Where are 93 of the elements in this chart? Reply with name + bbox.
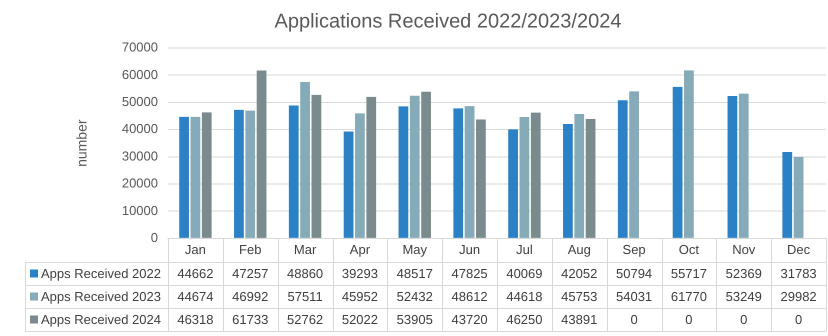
x-tick-label: Apr [350,242,371,257]
bar [530,112,541,238]
x-tick-label: Aug [568,242,591,257]
y-tick-label: 60000 [122,66,158,82]
bar [520,117,530,238]
data-label: 46250 [506,312,542,328]
bar [355,113,365,238]
data-label: 0 [630,312,638,328]
data-label: 39293 [342,266,378,282]
data-label: 48612 [452,289,488,304]
x-tick-label: Jul [516,242,533,257]
data-label: 52022 [342,312,378,328]
bar [476,119,486,238]
y-tick-label: 40000 [122,121,158,136]
data-label: 29982 [780,289,817,304]
y-tick-label: 50000 [122,94,158,109]
bar [179,116,189,238]
chart-title: Applications Received 2022/2023/2024 [274,10,622,33]
y-tick-label: 0 [150,230,158,245]
data-label: 46992 [232,289,268,304]
x-tick-label: Jan [184,242,206,257]
data-label: 47825 [452,266,488,282]
bar [421,92,431,238]
legend-label: Apps Received 2024 [41,312,161,328]
bar [586,119,596,238]
data-label: 47257 [232,266,268,282]
bar [312,94,322,238]
legend-label: Apps Received 2023 [41,289,161,304]
y-tick-label: 10000 [122,202,158,218]
y-tick-label: 70000 [122,40,158,55]
bar [794,156,804,238]
bar [234,110,244,238]
data-label: 0 [740,312,748,328]
bar [738,94,749,238]
bar [574,114,584,238]
bar [288,106,299,238]
data-label: 57511 [287,289,323,304]
bar [366,96,376,238]
bar [410,96,420,238]
bar [256,70,266,238]
bar [618,100,628,238]
data-label: 54031 [616,289,652,304]
data-label: 31783 [780,266,817,282]
data-label: 40069 [506,266,542,282]
data-label: 61770 [670,289,707,304]
x-tick-label: Sep [622,242,646,257]
x-tick-label: Oct [678,242,700,257]
data-label: 61733 [232,312,268,328]
data-label: 55717 [670,266,707,282]
bar [508,129,518,238]
data-label: 43891 [561,312,598,328]
data-label: 53249 [726,289,762,304]
bar [629,91,639,238]
data-label: 52369 [726,266,762,282]
y-tick-label: 20000 [122,176,158,191]
y-axis-title: number [73,119,90,167]
bar [684,70,694,238]
bar [464,106,474,238]
data-label: 44674 [177,289,214,304]
bar [202,112,212,238]
y-tick-label: 30000 [122,148,158,164]
data-label: 45753 [561,289,598,304]
bar [782,152,792,238]
x-tick-label: Feb [239,242,262,257]
legend-label: Apps Received 2022 [41,266,161,282]
bar [672,86,682,238]
x-tick-label: Dec [787,242,811,257]
bar [563,124,573,238]
data-label: 44618 [506,289,542,304]
data-label: 45952 [342,289,378,304]
bar [398,106,408,238]
bar [245,110,256,238]
bar [728,96,738,238]
data-label: 48517 [396,266,433,282]
data-label: 43720 [452,312,488,328]
bar [190,116,200,238]
data-label: 52432 [396,289,433,304]
x-tick-label: Jun [459,242,480,257]
bar [344,132,354,238]
data-label: 0 [794,312,802,328]
data-label: 52762 [287,312,324,328]
data-label: 53905 [396,312,433,328]
data-label: 46318 [177,312,214,328]
x-tick-label: Nov [732,242,756,257]
bar [300,82,310,238]
data-label: 48860 [287,266,324,282]
x-tick-label: Mar [294,242,317,257]
data-label: 0 [685,312,693,328]
bar [453,108,464,238]
data-label: 44662 [177,266,214,282]
data-label: 42052 [561,266,598,282]
data-label: 50794 [616,266,652,282]
x-tick-label: May [402,242,428,257]
